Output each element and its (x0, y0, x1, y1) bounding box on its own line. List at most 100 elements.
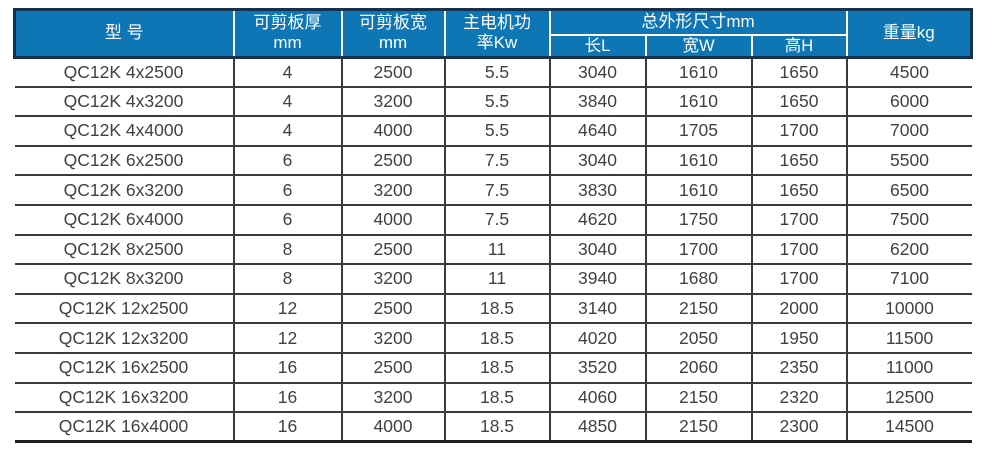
cell-length: 3830 (548, 175, 646, 206)
cell-shear-thickness: 4 (232, 86, 342, 118)
cell-model: QC12K 4x4000 (14, 116, 234, 147)
cell-height: 1700 (750, 264, 847, 295)
cell-length: 4640 (548, 116, 646, 147)
cell-height: 2320 (750, 382, 847, 414)
cell-shear-width: 2500 (340, 57, 445, 88)
cell-length: 3040 (548, 145, 646, 177)
cell-model: QC12K 8x3200 (14, 264, 234, 295)
col-header-dim-width: 宽W (644, 33, 753, 59)
cell-overall-width: 1680 (644, 264, 752, 295)
cell-shear-thickness: 4 (232, 57, 342, 88)
cell-overall-width: 1705 (644, 116, 752, 147)
col-header-shear-thickness-label: 可剪板厚 (253, 13, 322, 33)
col-header-shear-width: 可剪板宽 mm (340, 8, 446, 59)
cell-shear-width: 3200 (340, 382, 445, 414)
table-body: QC12K 4x2500 4 2500 5.5 3040 1610 1650 4… (14, 57, 972, 444)
cell-weight: 5500 (845, 145, 972, 177)
table-row: QC12K 12x3200 12 3200 18.5 4020 2050 195… (14, 323, 972, 354)
table-header: 型 号 可剪板厚 mm 可剪板宽 mm 主电机功 率Kw 总外形尺寸mm 重量k… (13, 8, 974, 59)
cell-weight: 11000 (845, 352, 972, 384)
cell-height: 2350 (750, 352, 847, 384)
table-row: QC12K 6x2500 6 2500 7.5 3040 1610 1650 5… (14, 145, 972, 177)
cell-length: 4620 (548, 204, 646, 236)
col-header-shear-width-label: 可剪板宽 (359, 13, 427, 33)
cell-overall-width: 2060 (644, 352, 752, 384)
cell-weight: 12500 (845, 382, 972, 414)
cell-shear-thickness: 8 (232, 234, 342, 266)
table-row: QC12K 12x2500 12 2500 18.5 3140 2150 200… (14, 293, 972, 325)
cell-model: QC12K 6x2500 (14, 145, 234, 177)
cell-motor-power: 5.5 (443, 116, 550, 147)
cell-weight: 6200 (845, 234, 972, 266)
cell-height: 1950 (750, 323, 847, 354)
cell-weight: 10000 (845, 293, 972, 325)
cell-overall-width: 1610 (644, 145, 752, 177)
cell-model: QC12K 4x3200 (14, 86, 234, 118)
cell-length: 4020 (548, 323, 646, 354)
cell-shear-thickness: 12 (232, 323, 342, 354)
cell-shear-thickness: 6 (232, 145, 342, 177)
table-row: QC12K 8x2500 8 2500 11 3040 1700 1700 62… (14, 234, 972, 266)
cell-length: 3040 (548, 234, 646, 266)
cell-overall-width: 2150 (644, 382, 752, 414)
cell-shear-width: 4000 (340, 412, 445, 444)
cell-length: 3840 (548, 86, 646, 118)
cell-weight: 7500 (845, 204, 972, 236)
cell-model: QC12K 6x3200 (14, 175, 234, 206)
cell-height: 1650 (750, 57, 847, 88)
col-header-length: 长L (548, 33, 647, 59)
table-row: QC12K 16x2500 16 2500 18.5 3520 2060 235… (14, 352, 972, 384)
cell-shear-width: 3200 (340, 323, 445, 354)
cell-model: QC12K 16x2500 (14, 352, 234, 384)
cell-shear-width: 2500 (340, 352, 445, 384)
col-header-shear-thickness-unit: mm (273, 33, 302, 53)
cell-length: 3140 (548, 293, 646, 325)
cell-model: QC12K 12x2500 (14, 293, 234, 325)
cell-weight: 4500 (845, 57, 972, 88)
cell-overall-width: 1610 (644, 175, 752, 206)
cell-shear-thickness: 16 (232, 412, 342, 444)
table-row: QC12K 4x2500 4 2500 5.5 3040 1610 1650 4… (14, 57, 972, 88)
cell-height: 1650 (750, 175, 847, 206)
cell-shear-width: 3200 (340, 264, 445, 295)
table-row: QC12K 4x3200 4 3200 5.5 3840 1610 1650 6… (14, 86, 972, 118)
table-row: QC12K 16x4000 16 4000 18.5 4850 2150 230… (14, 412, 972, 444)
cell-motor-power: 11 (443, 264, 550, 295)
cell-motor-power: 18.5 (443, 382, 550, 414)
cell-length: 3520 (548, 352, 646, 384)
cell-overall-width: 2150 (644, 412, 752, 444)
col-header-dim-height: 高H (750, 33, 848, 59)
table-row: QC12K 16x3200 16 3200 18.5 4060 2150 232… (14, 382, 972, 414)
cell-shear-thickness: 8 (232, 264, 342, 295)
cell-height: 2300 (750, 412, 847, 444)
cell-motor-power: 5.5 (443, 86, 550, 118)
cell-height: 2000 (750, 293, 847, 325)
cell-length: 3940 (548, 264, 646, 295)
col-header-model: 型 号 (13, 8, 235, 59)
cell-shear-thickness: 4 (232, 116, 342, 147)
cell-shear-width: 2500 (340, 234, 445, 266)
cell-shear-width: 4000 (340, 204, 445, 236)
col-header-weight: 重量kg (845, 8, 974, 59)
cell-height: 1700 (750, 234, 847, 266)
cell-height: 1650 (750, 86, 847, 118)
table-row: QC12K 6x4000 6 4000 7.5 4620 1750 1700 7… (14, 204, 972, 236)
cell-motor-power: 11 (443, 234, 550, 266)
cell-overall-width: 2050 (644, 323, 752, 354)
cell-shear-width: 4000 (340, 116, 445, 147)
cell-motor-power: 18.5 (443, 352, 550, 384)
cell-model: QC12K 8x2500 (14, 234, 234, 266)
cell-model: QC12K 16x4000 (14, 412, 234, 444)
cell-length: 4060 (548, 382, 646, 414)
cell-model: QC12K 16x3200 (14, 382, 234, 414)
cell-height: 1700 (750, 116, 847, 147)
cell-height: 1650 (750, 145, 847, 177)
cell-shear-thickness: 16 (232, 352, 342, 384)
cell-shear-thickness: 6 (232, 175, 342, 206)
cell-motor-power: 18.5 (443, 293, 550, 325)
table-row: QC12K 6x3200 6 3200 7.5 3830 1610 1650 6… (14, 175, 972, 206)
cell-shear-thickness: 12 (232, 293, 342, 325)
cell-overall-width: 2150 (644, 293, 752, 325)
col-header-shear-width-unit: mm (378, 33, 408, 53)
